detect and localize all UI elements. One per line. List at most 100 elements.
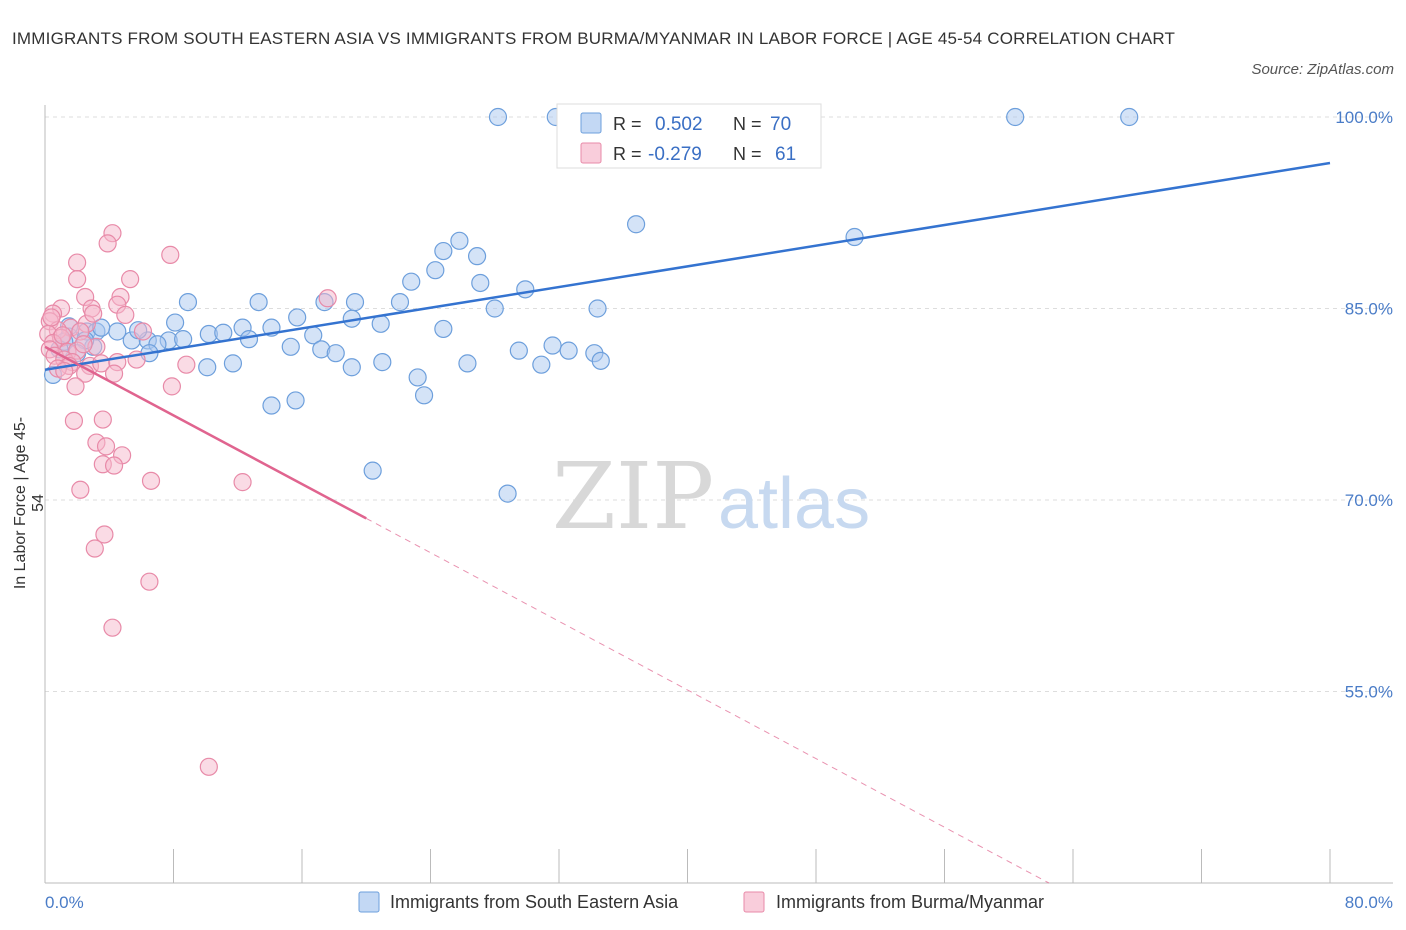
legend-r-value-pink: -0.279	[648, 144, 702, 165]
point-burma-myanmar	[161, 245, 180, 264]
point-burma-myanmar	[141, 471, 161, 490]
point-burma-myanmar	[104, 456, 124, 475]
point-south-eastern-asia	[281, 337, 300, 356]
watermark-zip: ZIP	[552, 443, 714, 550]
point-burma-myanmar	[42, 308, 61, 327]
chart-title: IMMIGRANTS FROM SOUTH EASTERN ASIA VS IM…	[12, 29, 1176, 48]
point-burma-myanmar	[103, 618, 122, 637]
stats-legend: R = 0.502 N = 70 R = -0.279 N = 61	[556, 103, 822, 169]
point-south-eastern-asia	[223, 354, 243, 373]
legend-r-label-pink: R =	[613, 144, 642, 164]
point-south-eastern-asia	[1006, 107, 1025, 127]
point-south-eastern-asia	[288, 308, 307, 327]
point-south-eastern-asia	[174, 330, 193, 349]
point-south-eastern-asia	[214, 323, 233, 342]
point-burma-myanmar	[68, 270, 87, 289]
point-burma-myanmar	[95, 525, 114, 544]
point-south-eastern-asia	[498, 484, 517, 503]
point-south-eastern-asia	[485, 299, 504, 318]
point-south-eastern-asia	[559, 341, 578, 360]
point-south-eastern-asia	[471, 273, 490, 293]
x-tick-labels: 0.0% 80.0%	[45, 893, 1393, 912]
watermark-atlas: atlas	[718, 464, 870, 544]
point-burma-myanmar	[133, 322, 153, 341]
point-south-eastern-asia	[516, 280, 535, 299]
point-south-eastern-asia	[845, 227, 864, 247]
point-south-eastern-asia	[1120, 107, 1139, 127]
point-burma-myanmar	[71, 480, 90, 499]
legend-r-value-blue: 0.502	[655, 114, 703, 135]
y-tick-label: 85.0%	[1345, 300, 1393, 319]
x-tick-label: 80.0%	[1345, 893, 1393, 912]
point-south-eastern-asia	[373, 353, 392, 372]
legend-n-label-pink: N =	[733, 144, 762, 164]
legend-swatch-pink	[580, 142, 602, 164]
point-south-eastern-asia	[166, 313, 185, 332]
legend-n-value-blue: 70	[770, 114, 791, 135]
point-south-eastern-asia	[588, 299, 607, 318]
axes	[44, 105, 1393, 884]
point-burma-myanmar	[104, 364, 124, 383]
point-south-eastern-asia	[532, 355, 551, 374]
point-south-eastern-asia	[249, 293, 268, 312]
series-legend-swatch-blue	[358, 891, 380, 913]
legend-r-label-blue: R =	[613, 114, 642, 134]
x-tick-label: 0.0%	[45, 893, 84, 912]
y-tick-label: 70.0%	[1345, 491, 1393, 510]
y-tick-label: 100.0%	[1335, 108, 1393, 127]
point-south-eastern-asia	[488, 107, 508, 127]
point-burma-myanmar	[98, 234, 117, 253]
point-south-eastern-asia	[198, 358, 217, 377]
point-south-eastern-asia	[426, 261, 445, 280]
point-south-eastern-asia	[467, 247, 487, 266]
point-south-eastern-asia	[262, 396, 281, 415]
point-burma-myanmar	[93, 410, 112, 429]
point-south-eastern-asia	[286, 391, 305, 410]
point-burma-myanmar	[162, 377, 181, 396]
point-burma-myanmar	[96, 437, 116, 456]
point-burma-myanmar	[140, 572, 159, 591]
point-south-eastern-asia	[363, 461, 382, 480]
point-burma-myanmar	[68, 253, 87, 272]
point-burma-myanmar	[233, 473, 252, 492]
point-south-eastern-asia	[390, 293, 410, 312]
point-south-eastern-asia	[450, 231, 469, 250]
point-south-eastern-asia	[543, 336, 562, 355]
legend-n-label-blue: N =	[733, 114, 762, 134]
point-south-eastern-asia	[345, 293, 365, 312]
series-legend: Immigrants from South Eastern Asia Immig…	[358, 891, 1044, 913]
watermark: ZIP atlas	[552, 443, 870, 550]
point-burma-myanmar	[199, 757, 218, 776]
series-legend-label-blue: Immigrants from South Eastern Asia	[390, 892, 679, 912]
point-south-eastern-asia	[509, 341, 528, 360]
source-label: Source: ZipAtlas.com	[1251, 61, 1394, 78]
trend-line-south-eastern-asia	[44, 161, 1331, 372]
point-south-eastern-asia	[434, 319, 453, 339]
point-south-eastern-asia	[458, 354, 477, 373]
trend-lines	[44, 161, 1331, 884]
point-burma-myanmar	[53, 326, 72, 345]
point-burma-myanmar	[318, 289, 337, 308]
series-legend-label-pink: Immigrants from Burma/Myanmar	[776, 892, 1044, 912]
point-burma-myanmar	[66, 377, 85, 396]
point-south-eastern-asia	[591, 351, 610, 370]
point-south-eastern-asia	[178, 293, 198, 312]
point-burma-myanmar	[85, 539, 104, 558]
point-burma-myanmar	[121, 270, 140, 289]
point-south-eastern-asia	[434, 241, 453, 261]
point-burma-myanmar	[84, 304, 103, 323]
point-burma-myanmar	[116, 305, 135, 324]
y-tick-labels: 55.0% 70.0% 85.0% 100.0%	[1335, 108, 1393, 702]
point-south-eastern-asia	[626, 215, 646, 234]
trend-line-burma-myanmar-extension	[366, 517, 1050, 884]
point-burma-myanmar	[64, 411, 84, 430]
legend-swatch-blue	[580, 112, 602, 134]
legend-n-value-pink: 61	[775, 144, 796, 165]
point-south-eastern-asia	[408, 368, 427, 387]
point-south-eastern-asia	[402, 272, 421, 291]
point-burma-myanmar	[74, 335, 93, 354]
trend-line-burma-myanmar	[44, 345, 367, 520]
point-burma-myanmar	[177, 355, 196, 374]
point-south-eastern-asia	[326, 344, 345, 363]
